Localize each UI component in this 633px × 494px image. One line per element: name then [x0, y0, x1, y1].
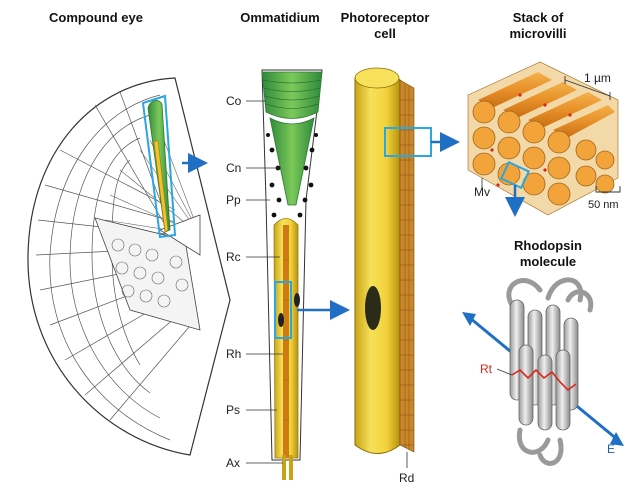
label-rc: Rc	[226, 250, 241, 264]
rhodopsin-dots	[490, 93, 572, 187]
microvilli-ends	[472, 100, 615, 206]
label-ps: Ps	[226, 403, 240, 417]
label-e: E	[607, 442, 615, 456]
title-rhodopsin-2: molecule	[520, 254, 576, 269]
title-compound-eye: Compound eye	[49, 10, 143, 25]
retinal-chromophore	[511, 368, 577, 392]
label-scale-1um: 1 µm	[584, 71, 611, 85]
label-mv: Mv	[474, 185, 490, 199]
rhabdom	[283, 225, 289, 458]
rhabdomere	[399, 79, 415, 453]
ommatidium-illustration	[246, 69, 350, 480]
label-rt: Rt	[480, 362, 493, 376]
ommatidium-highlight-box	[274, 281, 292, 339]
label-scale-50nm: 50 nm	[588, 199, 619, 211]
label-co: Co	[226, 94, 242, 108]
title-ommatidium: Ommatidium	[240, 10, 319, 25]
label-ax: Ax	[226, 456, 240, 470]
label-rh: Rh	[226, 347, 241, 361]
facet-lattice	[35, 91, 196, 441]
pigment-dots	[266, 133, 318, 218]
title-photoreceptor-2: cell	[374, 26, 396, 41]
title-photoreceptor-1: Photoreceptor	[341, 10, 430, 25]
rhodopsin-illustration	[462, 277, 624, 466]
nucleus-small	[278, 313, 284, 327]
compound-eye-illustration	[27, 77, 231, 456]
title-stack-2: microvilli	[509, 26, 566, 41]
photoreceptor-illustration	[354, 67, 460, 468]
transmembrane-helices	[509, 299, 579, 431]
label-rd: Rd	[399, 471, 414, 485]
microvilli-stack	[467, 61, 621, 217]
title-rhodopsin-1: Rhodopsin	[514, 238, 582, 253]
label-cn: Cn	[226, 161, 241, 175]
corneal-lens	[261, 71, 323, 119]
photoreceptor-nucleus	[365, 286, 381, 330]
title-stack-1: Stack of	[513, 10, 564, 25]
microvilli-tubes	[478, 72, 615, 138]
microvilli-highlight-box	[499, 160, 531, 190]
eye-highlight-box	[141, 94, 177, 239]
label-pp: Pp	[226, 193, 241, 207]
crystalline-cone	[269, 117, 315, 206]
